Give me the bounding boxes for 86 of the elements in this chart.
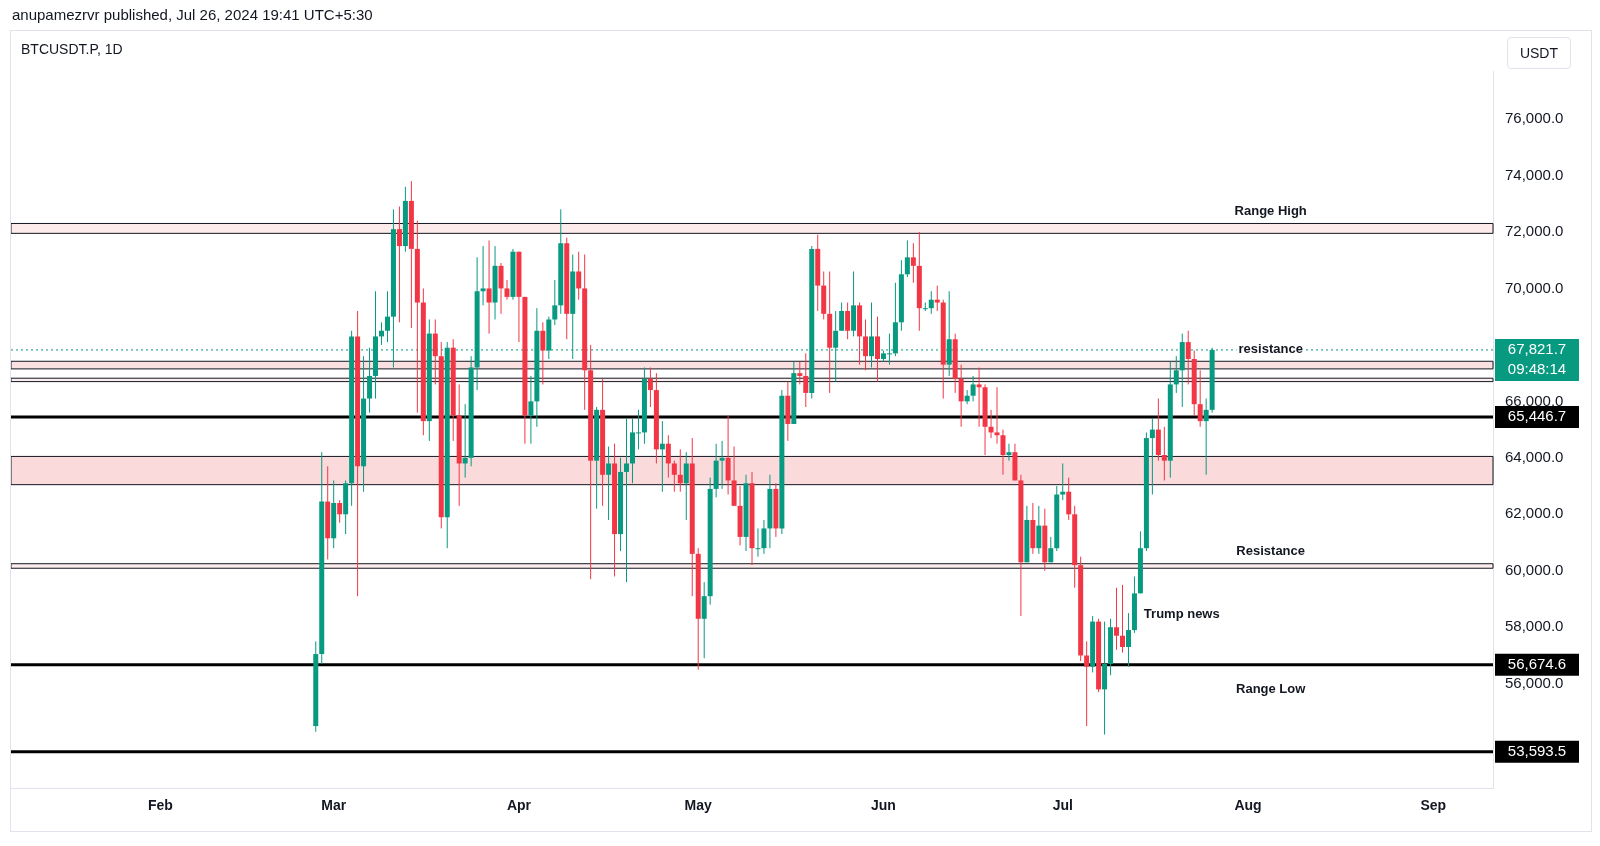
band-label: Resistance xyxy=(1236,543,1306,559)
x-tick-label: Feb xyxy=(147,797,173,814)
y-tick-label: 70,000.0 xyxy=(1505,278,1564,296)
candlestick xyxy=(725,414,731,496)
candlestick xyxy=(1185,330,1191,385)
candlestick xyxy=(498,262,504,315)
candlestick xyxy=(994,386,1000,445)
candlestick xyxy=(863,318,869,371)
chart-title: BTCUSDT.P, 1D xyxy=(21,41,123,57)
ref-line-label: 67,821.7 xyxy=(1507,340,1567,358)
candlestick xyxy=(647,366,653,408)
candlestick xyxy=(934,285,940,312)
candlestick xyxy=(755,527,761,558)
x-tick-label: Sep xyxy=(1420,797,1447,814)
band-label: resistance xyxy=(1238,340,1303,356)
candlestick xyxy=(719,440,725,490)
candlestick xyxy=(839,302,845,332)
x-tick-label: Jul xyxy=(1052,797,1073,814)
candlestick xyxy=(540,321,546,385)
candlestick xyxy=(904,239,910,278)
y-tick-label: 60,000.0 xyxy=(1505,560,1564,578)
y-axis-title: USDT xyxy=(1506,37,1571,69)
candlestick xyxy=(1120,584,1125,654)
candlestick xyxy=(1006,443,1012,462)
x-tick-label: Apr xyxy=(506,797,532,814)
candlestick xyxy=(701,581,707,659)
candlestick xyxy=(1048,536,1054,563)
candlestick xyxy=(665,434,671,479)
annotation: Trump news xyxy=(1143,606,1220,622)
x-tick-label: Aug xyxy=(1234,797,1262,814)
y-tick-label: 58,000.0 xyxy=(1505,617,1564,635)
ref-line-label: 53,593.5 xyxy=(1507,741,1567,759)
candlestick xyxy=(1060,462,1066,501)
y-tick-label: 62,000.0 xyxy=(1505,504,1564,522)
candlestick xyxy=(1125,612,1131,668)
candlestick xyxy=(486,239,492,335)
candlestick xyxy=(396,206,402,323)
candlestick xyxy=(1084,640,1090,727)
candlestick xyxy=(845,302,851,340)
ref-line-label: 56,674.6 xyxy=(1507,654,1567,672)
candlestick xyxy=(797,361,803,385)
band-label: Range High xyxy=(1234,203,1307,219)
y-tick-label: 56,000.0 xyxy=(1505,673,1564,691)
candlestick xyxy=(1036,505,1042,555)
candlestick xyxy=(1066,477,1072,521)
x-tick-label: Jun xyxy=(871,797,896,814)
candlestick xyxy=(1161,426,1167,481)
y-tick-label: 64,000.0 xyxy=(1505,447,1564,465)
candlestick xyxy=(976,366,982,428)
candlestick xyxy=(432,318,438,385)
candlestick xyxy=(1149,417,1155,496)
candlestick xyxy=(1173,355,1179,394)
candlestick xyxy=(803,352,809,408)
candlestick xyxy=(624,417,630,583)
candlestick xyxy=(384,290,390,343)
candlestick xyxy=(970,375,976,402)
candlestick xyxy=(1203,398,1209,476)
x-tick-label: May xyxy=(684,797,713,814)
candlestick xyxy=(874,316,880,383)
y-tick-label: 66,000.0 xyxy=(1505,391,1564,409)
annotation: Range Low xyxy=(1236,680,1307,696)
candlestick xyxy=(576,251,582,301)
ref-line-label: 65,446.7 xyxy=(1507,407,1567,425)
candlestick xyxy=(910,242,916,284)
candlestick xyxy=(1197,369,1203,428)
candlestick xyxy=(1114,587,1120,651)
text: 09:48:14 xyxy=(1507,360,1567,378)
y-tick-label: 76,000.0 xyxy=(1505,109,1564,127)
candlestick xyxy=(683,451,689,521)
candlestick xyxy=(606,446,612,521)
x-tick-label: Mar xyxy=(321,797,347,814)
candlestick xyxy=(1000,429,1006,476)
candlestick xyxy=(928,290,934,315)
candlestick xyxy=(761,519,767,555)
candlestick xyxy=(337,499,343,524)
chart-subtitle: anupamezrvr published, Jul 26, 2024 19:41 UTC+5:30 xyxy=(12,6,373,23)
candlestick xyxy=(552,279,558,326)
candlestick xyxy=(528,375,534,445)
y-tick-label: 72,000.0 xyxy=(1505,222,1564,240)
candlestick xyxy=(671,460,677,493)
candlestick xyxy=(869,302,875,368)
candlestick xyxy=(677,448,683,493)
candlestick xyxy=(958,364,964,428)
candlestick xyxy=(504,279,510,301)
candlestick xyxy=(480,245,486,306)
y-tick-label: 74,000.0 xyxy=(1505,165,1564,183)
